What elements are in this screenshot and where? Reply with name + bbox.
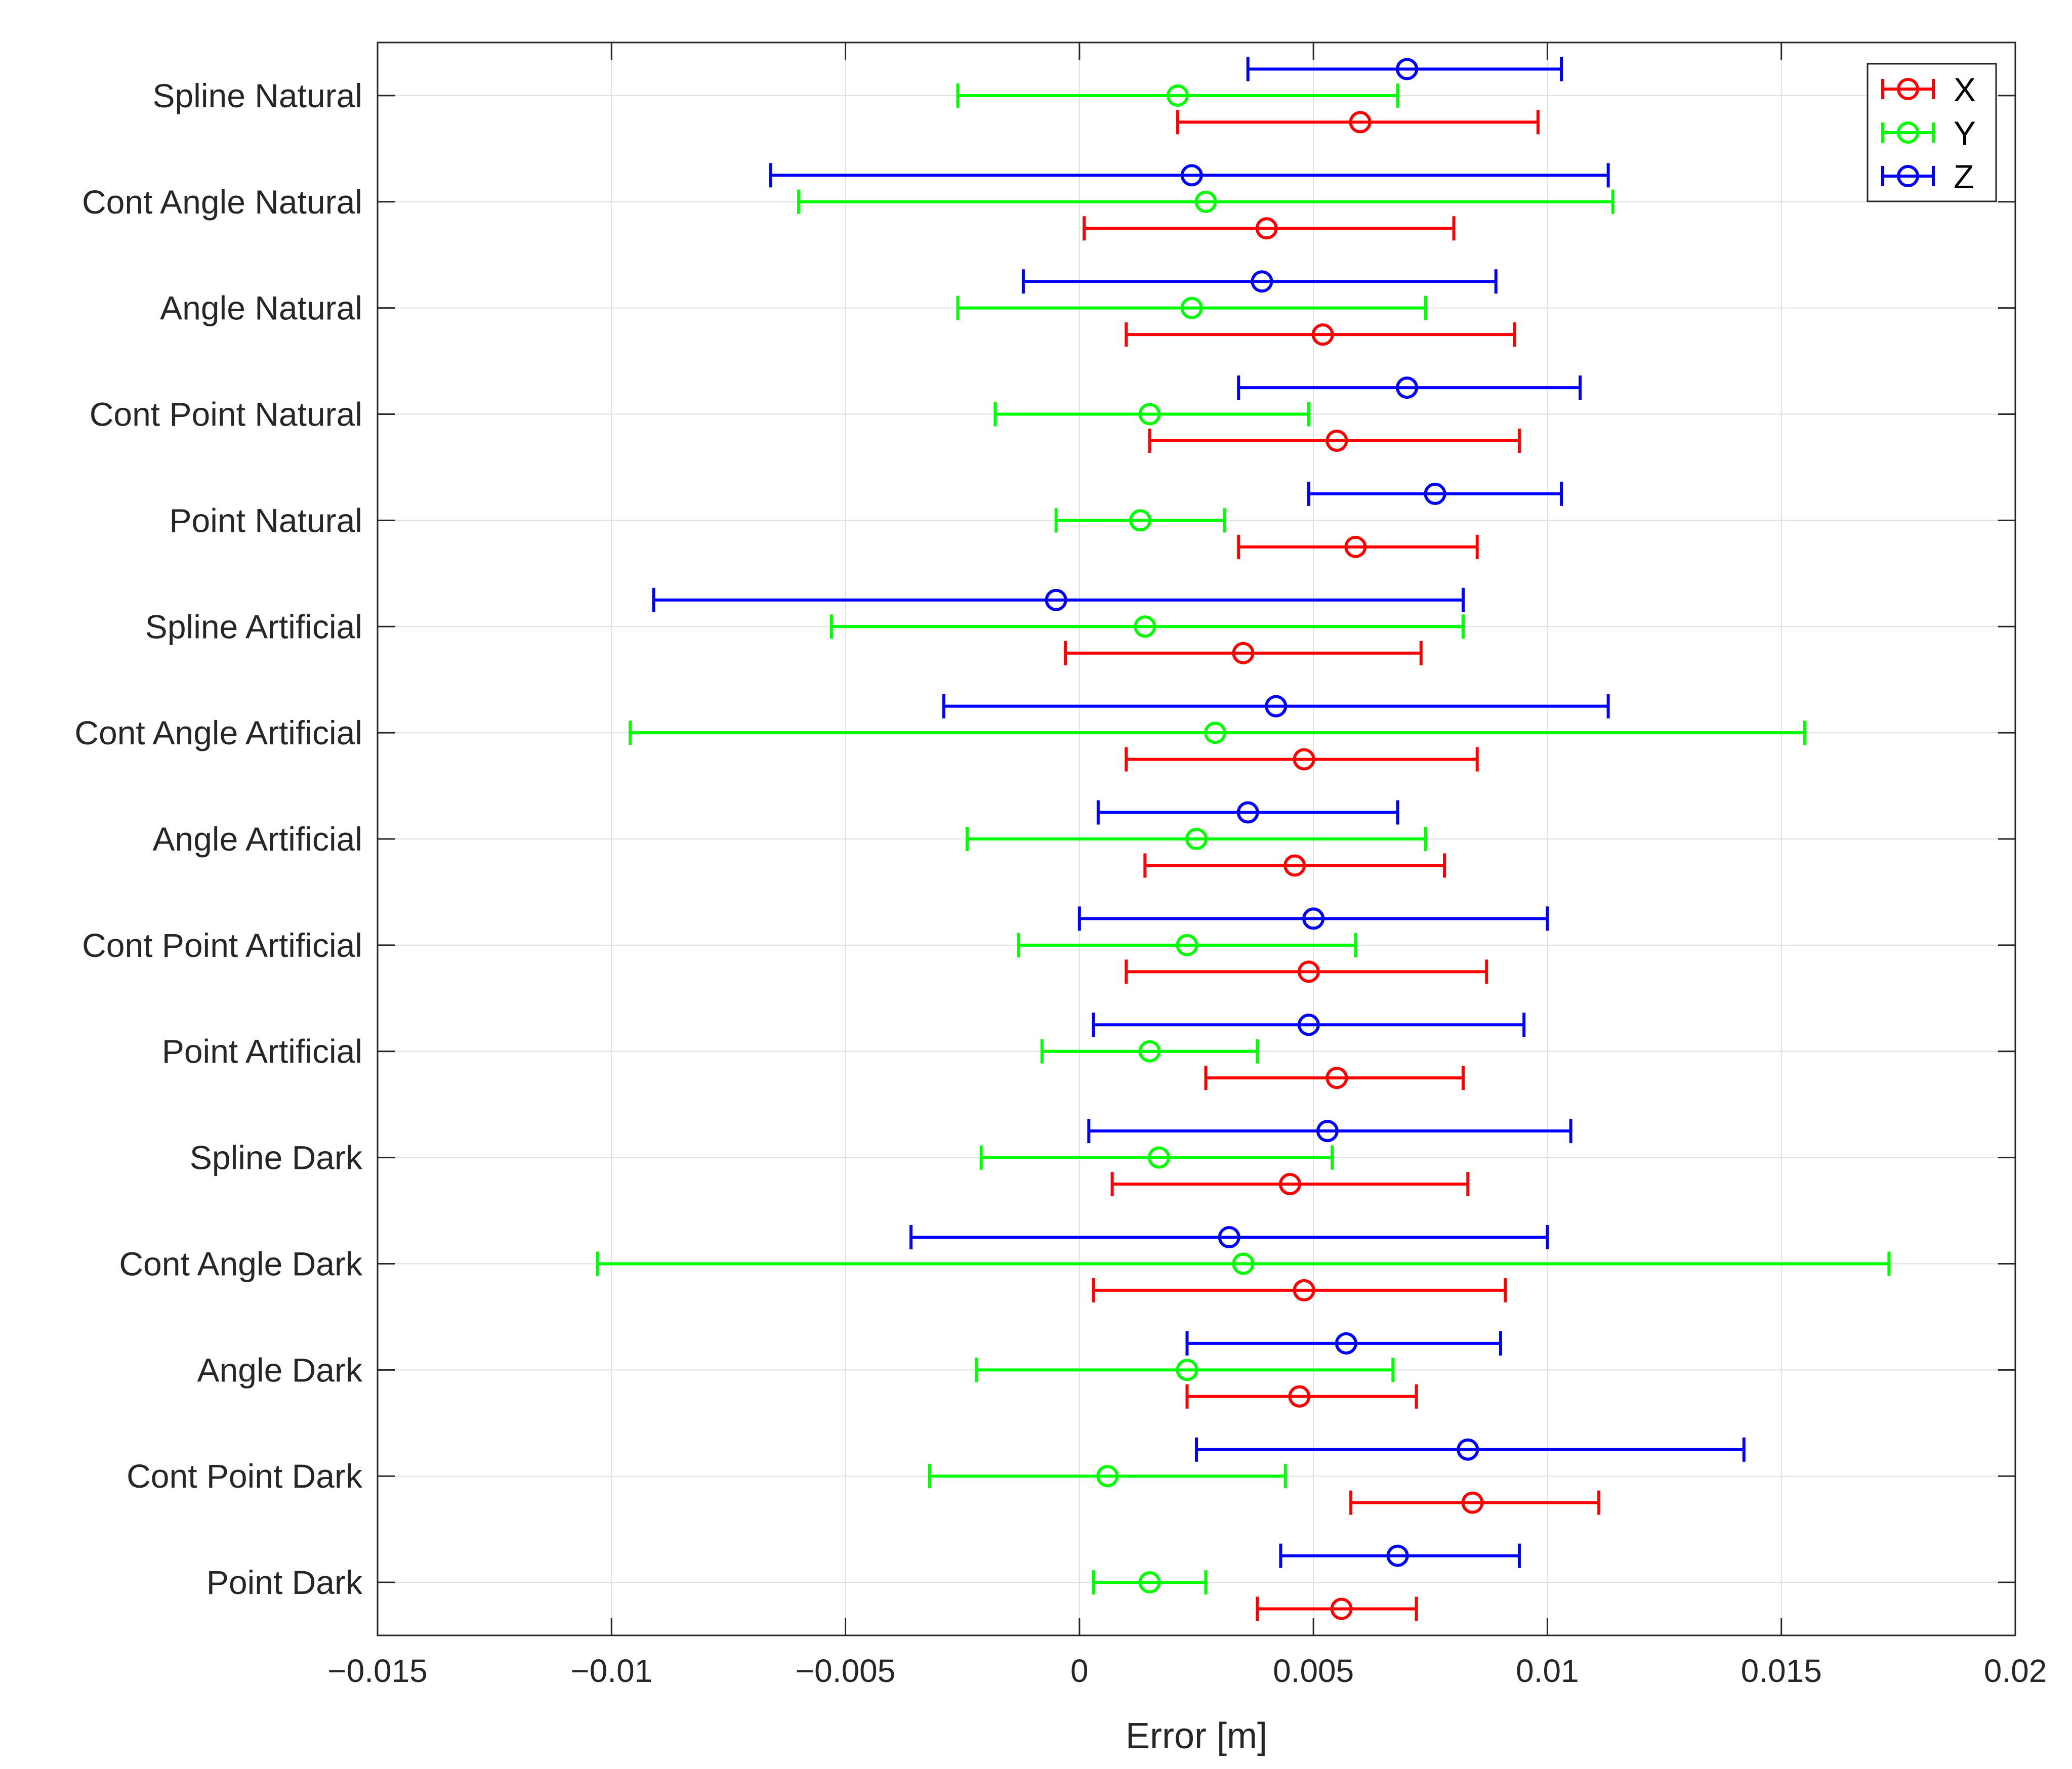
legend-label: Z xyxy=(1954,158,1974,195)
x-tick-label: −0.01 xyxy=(570,1653,652,1689)
mean-marker-x xyxy=(1344,535,1367,558)
legend-marker xyxy=(1897,78,1919,100)
category-label: Spline Dark xyxy=(190,1139,363,1176)
category-label: Point Artificial xyxy=(162,1033,362,1070)
category-label: Spline Natural xyxy=(152,77,362,114)
x-tick-label: 0.015 xyxy=(1741,1653,1822,1689)
mean-marker-x xyxy=(1330,1597,1353,1620)
mean-marker-z xyxy=(1265,695,1288,718)
mean-marker-y xyxy=(1176,1359,1198,1381)
x-tick-label: −0.005 xyxy=(796,1653,896,1689)
mean-marker-z xyxy=(1180,164,1203,187)
mean-marker-z xyxy=(1302,907,1325,930)
mean-marker-y xyxy=(1167,84,1189,107)
mean-marker-z xyxy=(1297,1014,1320,1036)
mean-marker-y xyxy=(1096,1465,1119,1488)
mean-marker-y xyxy=(1134,615,1156,638)
series-z xyxy=(652,57,1746,1568)
category-label: Angle Natural xyxy=(160,289,362,327)
mean-marker-z xyxy=(1396,58,1419,80)
mean-marker-x xyxy=(1255,217,1278,240)
mean-marker-y xyxy=(1204,722,1226,744)
category-label: Cont Point Artificial xyxy=(82,926,362,964)
mean-marker-y xyxy=(1194,190,1217,213)
mean-marker-x xyxy=(1293,748,1315,771)
x-tick-label: 0.01 xyxy=(1516,1653,1579,1689)
mean-marker-x xyxy=(1232,642,1255,664)
mean-marker-z xyxy=(1045,588,1067,611)
mean-marker-z xyxy=(1316,1120,1339,1143)
category-label: Point Dark xyxy=(206,1564,363,1601)
x-tick-label: 0.02 xyxy=(1984,1653,2047,1689)
y-tick-labels: Spline Natural Cont Angle Natural Angle Na… xyxy=(74,77,363,1601)
mean-marker-z xyxy=(1386,1544,1409,1567)
mean-marker-x xyxy=(1349,111,1372,134)
category-label: Cont Point Natural xyxy=(90,396,362,433)
mean-marker-y xyxy=(1138,403,1161,426)
category-label: Point Natural xyxy=(169,501,362,539)
x-axis-title: Error [m] xyxy=(1126,1716,1267,1756)
category-label: Cont Angle Artificial xyxy=(74,714,362,751)
plot-frame xyxy=(377,41,2016,1636)
legend-entry-y: Y xyxy=(1881,114,1976,152)
mean-marker-x xyxy=(1311,323,1334,346)
legend-label: X xyxy=(1954,71,1976,108)
mean-marker-z xyxy=(1236,801,1259,824)
mean-marker-y xyxy=(1129,509,1152,532)
mean-marker-y xyxy=(1148,1146,1171,1169)
category-label: Angle Artificial xyxy=(152,820,362,858)
mean-marker-z xyxy=(1251,270,1273,293)
x-tick-label: −0.015 xyxy=(327,1653,428,1689)
mean-marker-z xyxy=(1424,482,1446,505)
legend-entry-z: Z xyxy=(1881,158,1974,195)
mean-marker-y xyxy=(1180,297,1203,319)
mean-marker-y xyxy=(1185,828,1208,850)
mean-marker-x xyxy=(1297,960,1320,983)
mean-marker-x xyxy=(1278,1173,1301,1196)
category-label: Spline Artificial xyxy=(145,608,362,645)
series-y xyxy=(596,83,1891,1595)
category-label: Cont Angle Dark xyxy=(119,1245,363,1282)
mean-marker-y xyxy=(1176,934,1198,956)
mean-marker-z xyxy=(1396,376,1419,399)
mean-marker-z xyxy=(1335,1332,1357,1355)
mean-marker-x xyxy=(1461,1491,1484,1514)
mean-marker-y xyxy=(1138,1571,1161,1594)
mean-marker-y xyxy=(1138,1040,1161,1063)
mean-marker-x xyxy=(1288,1385,1311,1408)
mean-marker-x xyxy=(1325,1067,1348,1089)
series-x xyxy=(1064,110,1601,1621)
mean-marker-z xyxy=(1218,1226,1240,1248)
category-label: Cont Point Dark xyxy=(127,1457,363,1495)
legend-label: Y xyxy=(1954,114,1976,152)
mean-marker-y xyxy=(1232,1252,1255,1275)
legend-marker xyxy=(1897,165,1919,187)
mean-marker-x xyxy=(1293,1279,1315,1301)
legend-entry-x: X xyxy=(1881,71,1976,108)
x-tick-label: 0 xyxy=(1070,1653,1089,1689)
x-tick-label: 0.005 xyxy=(1273,1653,1354,1689)
mean-marker-x xyxy=(1283,854,1306,877)
legend: XYZ xyxy=(1867,63,1997,202)
mean-marker-z xyxy=(1457,1438,1479,1461)
legend-marker xyxy=(1897,121,1919,144)
category-label: Cont Angle Natural xyxy=(82,183,362,221)
category-label: Angle Dark xyxy=(197,1351,363,1388)
x-tick-labels: −0.015 −0.01 −0.005 0 0.005 0.01 0.015 0.02 xyxy=(327,1653,2047,1689)
data-series xyxy=(596,57,1891,1621)
mean-marker-x xyxy=(1325,430,1348,452)
